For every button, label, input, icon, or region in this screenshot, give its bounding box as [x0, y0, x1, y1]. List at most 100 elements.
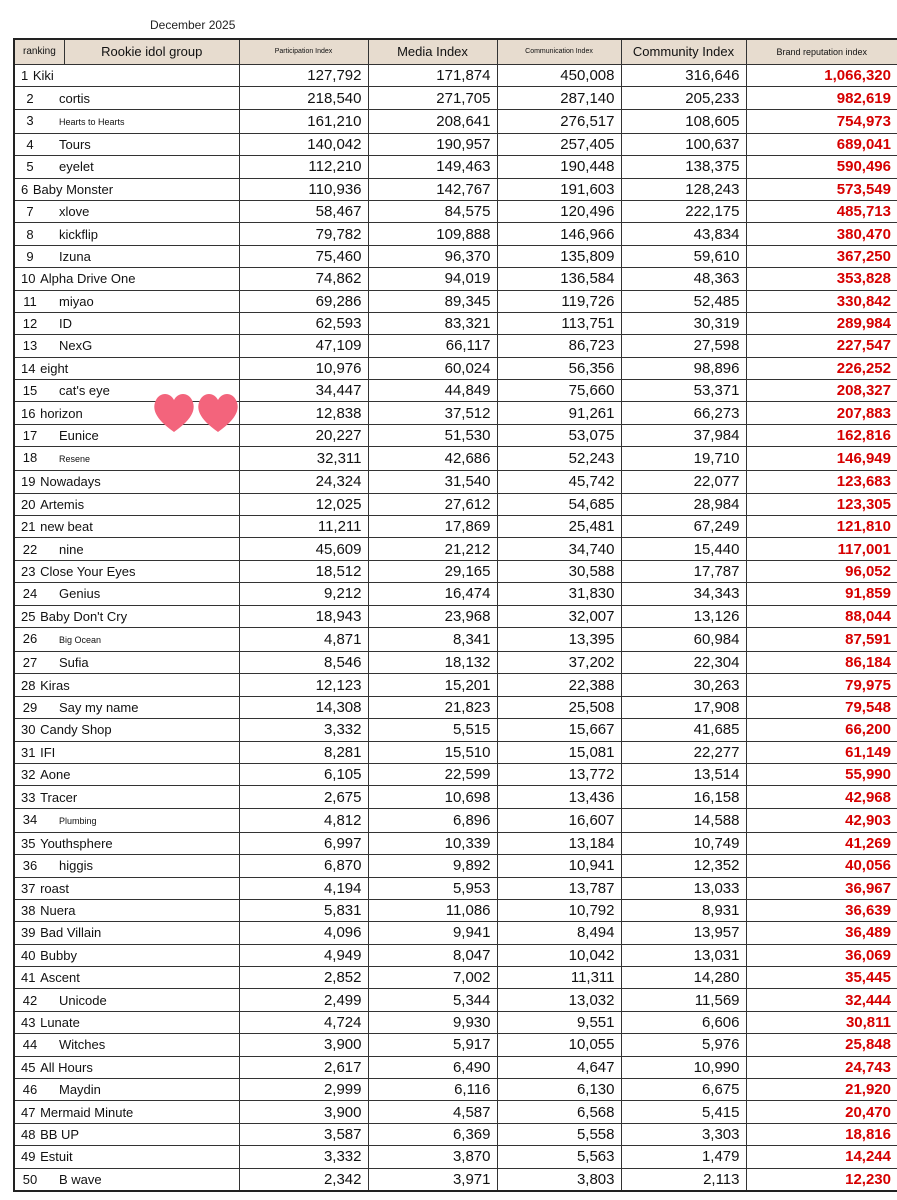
rank-group-cell: 17 Eunice [13, 423, 240, 448]
group-name: eight [40, 360, 69, 376]
community-index-cell: 28,984 [620, 492, 747, 517]
media-index-cell: 8,341 [367, 626, 498, 652]
media-index-cell: 60,024 [367, 356, 498, 381]
group-name: roast [40, 880, 69, 896]
table-row: 28 Kiras 12,123 15,201 22,388 30,263 79,975 [13, 673, 897, 697]
media-index-cell: 17,869 [367, 515, 498, 539]
brand-reputation-cell: 573,549 [745, 177, 897, 201]
brand-reputation-cell: 61,149 [745, 740, 897, 764]
brand-reputation-cell: 485,713 [745, 199, 897, 224]
rank-group-cell: 20 Artemis [13, 492, 240, 517]
media-index-cell: 44,849 [367, 379, 498, 403]
communication-index-cell: 86,723 [496, 334, 622, 358]
rank-number: 29 [22, 699, 38, 715]
rank-number: 28 [21, 677, 36, 693]
community-index-cell: 1,479 [620, 1145, 747, 1169]
community-index-cell: 128,243 [620, 177, 747, 201]
brand-reputation-cell: 689,041 [745, 132, 897, 157]
rank-group-cell: 50 B wave [13, 1167, 240, 1192]
brand-reputation-cell: 35,445 [745, 966, 897, 990]
communication-index-cell: 45,742 [496, 470, 622, 494]
media-index-cell: 94,019 [367, 267, 498, 291]
communication-index-cell: 25,508 [496, 695, 622, 720]
media-index-cell: 8,047 [367, 943, 498, 968]
table-row: 11 miyao 69,286 89,345 119,726 52,485 330,842 [13, 289, 897, 313]
table-row: 47 Mermaid Minute 3,900 4,587 6,568 5,415 20,… [13, 1100, 897, 1124]
communication-index-cell: 75,660 [496, 379, 622, 403]
community-index-cell: 10,990 [620, 1055, 747, 1080]
media-index-cell: 3,971 [367, 1167, 498, 1192]
heart-icon [198, 394, 238, 432]
communication-index-cell: 13,184 [496, 831, 622, 856]
group-name: Witches [59, 1037, 106, 1053]
media-index-cell: 7,002 [367, 966, 498, 990]
rank-number: 44 [22, 1037, 38, 1053]
rank-group-cell: 47 Mermaid Minute [13, 1100, 240, 1124]
communication-index-cell: 6,568 [496, 1100, 622, 1124]
participation-index-cell: 4,949 [238, 943, 369, 968]
rank-number: 6 [21, 181, 29, 197]
communication-index-cell: 56,356 [496, 356, 622, 381]
communication-index-cell: 37,202 [496, 650, 622, 675]
communication-index-cell: 11,311 [496, 966, 622, 990]
rank-group-cell: 23 Close Your Eyes [13, 559, 240, 584]
community-index-cell: 2,113 [620, 1167, 747, 1192]
group-name: Say my name [59, 699, 139, 715]
group-name: Ascent [40, 970, 80, 986]
rank-number: 11 [23, 293, 37, 309]
table-row: 27 Sufia 8,546 18,132 37,202 22,304 86,184 [13, 650, 897, 675]
table-row: 21 new beat 11,211 17,869 25,481 67,249 121,8… [13, 515, 897, 539]
group-name: ID [59, 316, 72, 332]
communication-index-cell: 4,647 [496, 1055, 622, 1080]
rank-group-cell: 11 miyao [13, 289, 240, 313]
rank-number: 23 [21, 564, 36, 579]
community-index-cell: 205,233 [620, 86, 747, 110]
communication-index-cell: 52,243 [496, 446, 622, 472]
participation-index-cell: 110,936 [238, 177, 369, 201]
brand-reputation-cell: 754,973 [745, 108, 897, 134]
brand-reputation-cell: 207,883 [745, 401, 897, 425]
communication-index-cell: 13,787 [496, 876, 622, 900]
table-row: 34 Plumbing 4,812 6,896 16,607 14,588 42,903 [13, 807, 897, 833]
group-name: IFI [40, 744, 56, 760]
group-name: Tracer [40, 789, 78, 805]
table-row: 7 xlove 58,467 84,575 120,496 222,175 485,713 [13, 199, 897, 224]
media-index-cell: 84,575 [367, 199, 498, 224]
rank-group-cell: 4 Tours [13, 132, 240, 157]
rank-number: 1 [21, 68, 29, 84]
group-name: Tours [59, 136, 91, 152]
table-row: 23 Close Your Eyes 18,512 29,165 30,588 17,7… [13, 559, 897, 584]
participation-index-cell: 10,976 [238, 356, 369, 381]
community-index-cell: 15,440 [620, 537, 747, 561]
header-rookie-idol-group: Rookie idol group [101, 44, 203, 59]
participation-index-cell: 47,109 [238, 334, 369, 358]
rank-number: 18 [22, 450, 38, 466]
media-index-cell: 37,512 [367, 401, 498, 425]
group-name: Resene [59, 454, 91, 465]
media-index-cell: 22,599 [367, 762, 498, 787]
participation-index-cell: 218,540 [238, 86, 369, 110]
rank-number: 49 [21, 1149, 36, 1165]
group-name: Alpha Drive One [40, 271, 136, 287]
rank-number: 24 [22, 586, 38, 602]
group-name: Sufia [59, 655, 89, 671]
rank-number: 37 [21, 880, 36, 896]
brand-reputation-cell: 36,069 [745, 943, 897, 968]
community-index-cell: 11,569 [620, 988, 747, 1012]
rank-group-cell: 40 Bubby [13, 943, 240, 968]
brand-reputation-cell: 87,591 [745, 626, 897, 652]
table-row: 35 Youthsphere 6,997 10,339 13,184 10,749 41,… [13, 831, 897, 856]
group-name: Bad Villain [40, 925, 102, 941]
table-row: 43 Lunate 4,724 9,930 9,551 6,606 30,811 [13, 1010, 897, 1035]
participation-index-cell: 6,105 [238, 762, 369, 787]
brand-reputation-cell: 162,816 [745, 423, 897, 448]
participation-index-cell: 75,460 [238, 244, 369, 269]
participation-index-cell: 4,871 [238, 626, 369, 652]
brand-reputation-cell: 117,001 [745, 537, 897, 561]
communication-index-cell: 25,481 [496, 515, 622, 539]
rank-group-cell: 29 Say my name [13, 695, 240, 720]
rank-group-cell: 18 Resene [13, 446, 240, 472]
communication-index-cell: 136,584 [496, 267, 622, 291]
rank-group-cell: 2 cortis [13, 86, 240, 110]
communication-index-cell: 120,496 [496, 199, 622, 224]
